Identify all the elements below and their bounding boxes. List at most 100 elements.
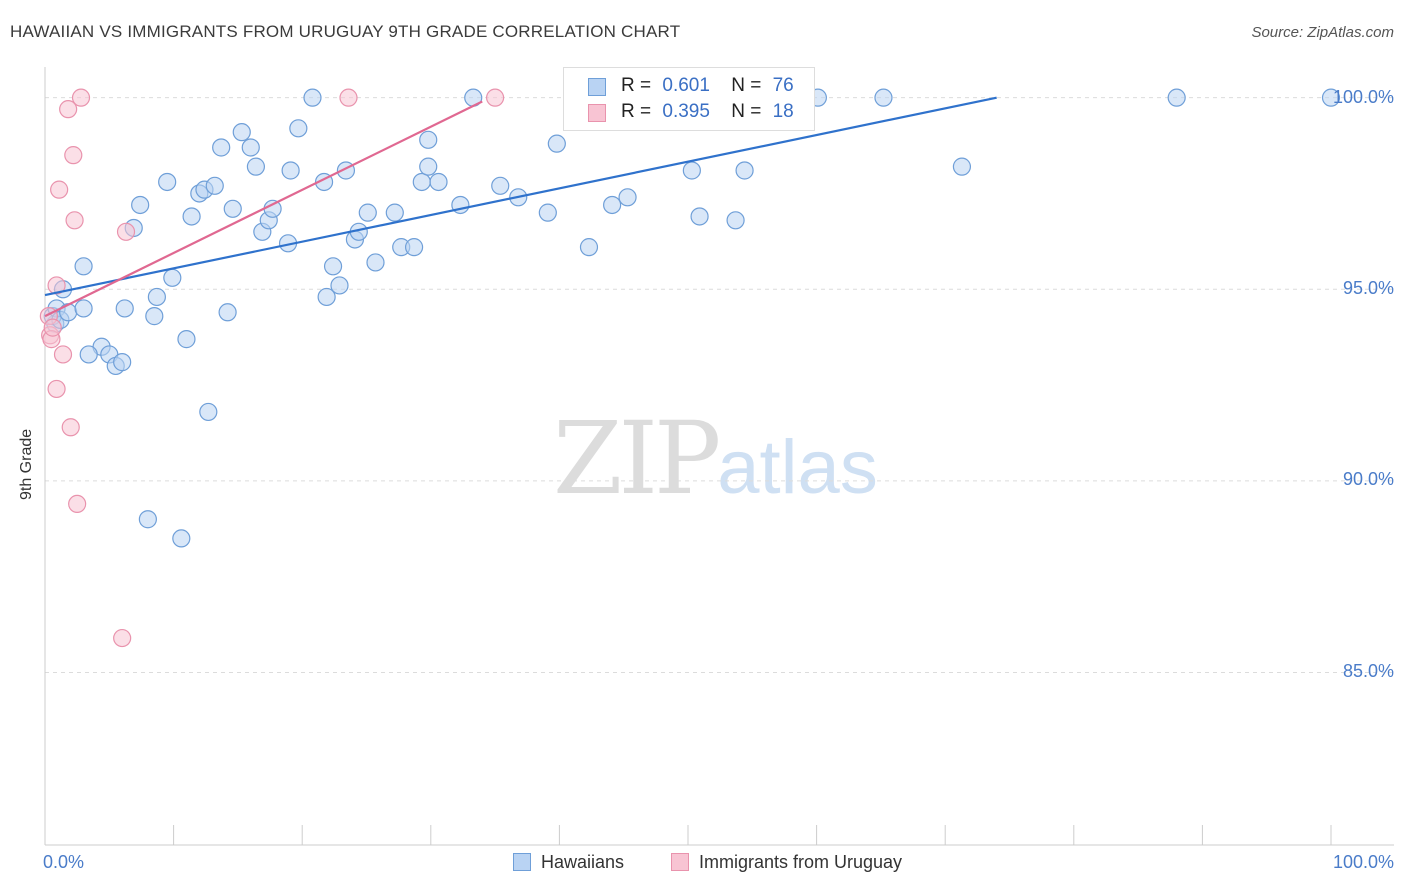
point-hawaiians — [113, 353, 132, 372]
point-hawaiians — [491, 176, 510, 195]
point-hawaiians — [429, 172, 448, 192]
point-hawaiians — [412, 172, 431, 192]
point-hawaiians — [218, 303, 237, 322]
point-hawaiians — [952, 157, 972, 176]
point-hawaiians — [147, 287, 166, 307]
point-uruguay — [61, 418, 80, 437]
point-hawaiians — [603, 195, 622, 215]
point-hawaiians — [232, 123, 251, 142]
legend-text-blue: R = 0.601 N = 76 — [621, 75, 794, 97]
point-hawaiians — [79, 345, 98, 364]
bottom-legend-swatch-blue — [513, 853, 531, 871]
legend-n-label: N = — [731, 101, 762, 122]
point-uruguay — [43, 318, 62, 337]
point-hawaiians — [115, 299, 134, 318]
legend-r-label: R = — [621, 101, 652, 122]
point-hawaiians — [419, 130, 438, 149]
point-hawaiians — [682, 161, 701, 180]
point-hawaiians — [690, 207, 709, 226]
bottom-legend-label-pink: Immigrants from Uruguay — [699, 852, 903, 872]
point-hawaiians — [145, 307, 164, 326]
point-hawaiians — [1321, 88, 1341, 107]
point-hawaiians — [281, 161, 300, 180]
chart-title: HAWAIIAN VS IMMIGRANTS FROM URUGUAY 9TH … — [10, 22, 681, 41]
point-hawaiians — [404, 238, 424, 257]
x-tick-label-100: 100.0% — [1332, 852, 1394, 872]
point-hawaiians — [1167, 88, 1186, 107]
legend-n-value: 18 — [772, 101, 794, 122]
bottom-legend-hawaiians: Hawaiians — [513, 852, 624, 873]
watermark: ZIPatlas — [553, 400, 878, 517]
legend-swatch-blue — [588, 78, 606, 96]
point-hawaiians — [323, 257, 343, 276]
legend-text-pink: R = 0.395 N = 18 — [621, 101, 794, 123]
point-uruguay — [486, 88, 505, 107]
trendline-uruguay — [44, 100, 483, 318]
legend-r-label: R = — [621, 75, 652, 96]
point-hawaiians — [358, 203, 377, 222]
point-uruguay — [339, 88, 358, 107]
point-uruguay — [53, 345, 73, 364]
y-tick-label-90: 90.0% — [1342, 469, 1394, 489]
y-tick-label-85: 85.0% — [1342, 661, 1394, 681]
point-uruguay — [47, 379, 66, 399]
watermark-zip: ZIP — [553, 400, 721, 517]
point-hawaiians — [205, 176, 224, 195]
bottom-legend-swatch-pink — [671, 853, 689, 871]
legend-n-value: 76 — [772, 75, 794, 96]
y-tick-label-95: 95.0% — [1342, 278, 1394, 298]
point-hawaiians — [385, 203, 404, 222]
point-hawaiians — [212, 138, 231, 157]
point-hawaiians — [579, 238, 599, 257]
legend-r-value: 0.601 — [662, 75, 710, 96]
point-hawaiians — [177, 330, 196, 349]
legend-n-label: N = — [731, 75, 762, 96]
point-hawaiians — [182, 207, 201, 226]
point-hawaiians — [303, 88, 322, 107]
bottom-legend-label-blue: Hawaiians — [541, 852, 625, 872]
point-hawaiians — [223, 199, 242, 218]
bottom-legend-uruguay: Immigrants from Uruguay — [671, 852, 902, 873]
legend-swatch-pink — [588, 104, 606, 122]
point-uruguay — [68, 494, 87, 514]
point-hawaiians — [199, 402, 218, 422]
point-hawaiians — [618, 188, 637, 207]
y-axis-label: 9th Grade — [18, 428, 35, 500]
point-hawaiians — [289, 119, 308, 138]
point-hawaiians — [330, 276, 349, 295]
point-hawaiians — [74, 299, 93, 318]
stats-legend: R = 0.601 N = 76 R = 0.395 N = 18 — [563, 67, 815, 131]
point-hawaiians — [131, 195, 150, 215]
point-uruguay — [47, 276, 66, 295]
x-tick-label-0: 0.0% — [43, 852, 85, 872]
point-hawaiians — [74, 257, 93, 276]
point-uruguay — [113, 628, 132, 648]
point-hawaiians — [163, 268, 182, 287]
point-hawaiians — [735, 161, 754, 180]
point-uruguay — [59, 100, 78, 119]
point-hawaiians — [874, 88, 893, 107]
point-uruguay — [65, 211, 84, 230]
point-hawaiians — [419, 157, 438, 176]
point-hawaiians — [366, 253, 385, 272]
y-tick-label-100: 100.0% — [1332, 87, 1394, 107]
point-hawaiians — [547, 134, 566, 153]
legend-r-value: 0.395 — [662, 101, 710, 122]
point-uruguay — [71, 88, 91, 107]
point-hawaiians — [59, 303, 78, 322]
point-hawaiians — [172, 529, 191, 548]
point-hawaiians — [138, 510, 157, 529]
point-hawaiians — [726, 211, 745, 230]
point-hawaiians — [317, 287, 336, 307]
trendline-hawaiians — [44, 96, 997, 297]
watermark-atlas: atlas — [717, 425, 878, 510]
point-hawaiians — [241, 138, 260, 157]
point-uruguay — [50, 180, 69, 199]
point-uruguay — [64, 146, 83, 165]
point-hawaiians — [158, 172, 177, 192]
point-hawaiians — [538, 203, 557, 222]
source-credit: Source: ZipAtlas.com — [1251, 24, 1394, 41]
point-hawaiians — [263, 199, 282, 218]
point-hawaiians — [246, 157, 266, 176]
